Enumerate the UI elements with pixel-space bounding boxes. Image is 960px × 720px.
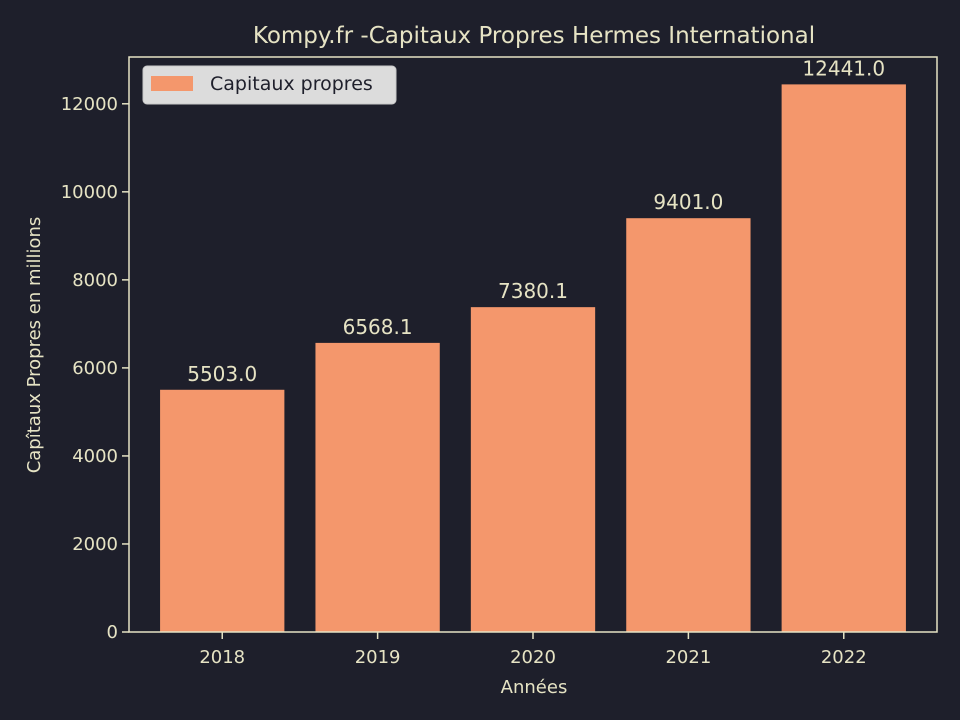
legend-box <box>142 65 397 105</box>
y-tick-label-2000: 2000 <box>72 534 118 555</box>
bar-2022 <box>781 84 906 632</box>
legend: Capitaux propres <box>142 65 397 105</box>
y-axis-label: Capîtaux Propres en millions <box>24 217 45 474</box>
bar-2020 <box>470 307 596 632</box>
chart-title: Kompy.fr -Capitaux Propres Hermes Intern… <box>253 23 815 49</box>
y-tick-label-12000: 12000 <box>61 94 118 115</box>
value-label-2019: 6568.1 <box>343 315 413 339</box>
x-tick-label-2019: 2019 <box>355 647 401 668</box>
bar-2019 <box>315 342 440 632</box>
x-tick-label-2021: 2021 <box>665 647 711 668</box>
legend-label: Capitaux propres <box>210 73 373 95</box>
bar-2021 <box>626 218 751 633</box>
x-tick-label-2020: 2020 <box>510 647 556 668</box>
x-axis-label: Années <box>501 677 568 698</box>
bar-2018 <box>160 389 285 632</box>
legend-swatch <box>151 76 193 91</box>
y-tick-label-6000: 6000 <box>72 358 118 379</box>
y-tick-label-8000: 8000 <box>72 270 118 291</box>
value-label-2022: 12441.0 <box>802 56 885 80</box>
value-label-2018: 5503.0 <box>187 362 257 386</box>
y-tick-label-4000: 4000 <box>72 446 118 467</box>
y-tick-label-10000: 10000 <box>61 182 118 203</box>
value-label-2021: 9401.0 <box>653 190 723 214</box>
y-axis-ticks: 0 2000 4000 6000 8000 10000 12000 <box>61 94 129 643</box>
y-tick-label-0: 0 <box>107 622 118 643</box>
x-axis-ticks: 2018 2019 2020 2021 2022 <box>199 632 867 668</box>
x-tick-label-2022: 2022 <box>821 647 867 668</box>
x-tick-label-2018: 2018 <box>199 647 245 668</box>
plot-frame <box>128 56 938 633</box>
value-labels-layer: 5503.0 6568.1 7380.1 9401.0 12441.0 <box>187 56 885 385</box>
bars-layer <box>160 84 906 633</box>
value-label-2020: 7380.1 <box>498 279 568 303</box>
